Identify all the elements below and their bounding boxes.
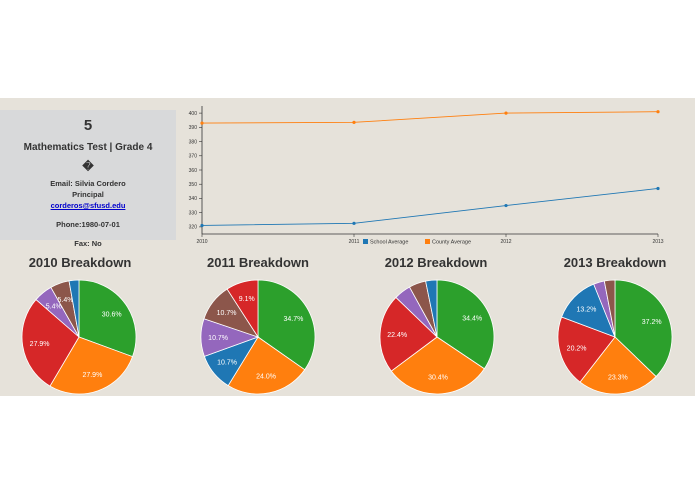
slice-label: 10.7% bbox=[217, 360, 237, 367]
slice-label: 5.4% bbox=[46, 304, 62, 311]
pie-slice bbox=[557, 316, 616, 383]
pie-slice bbox=[579, 336, 657, 395]
data-point bbox=[656, 110, 660, 114]
contact-phone: Phone:1980-07-01 bbox=[56, 220, 120, 229]
y-tick-label: 320 bbox=[189, 225, 198, 231]
unknown-glyph: � bbox=[82, 161, 94, 173]
data-point bbox=[200, 223, 204, 228]
slice-label: 5.4% bbox=[57, 297, 73, 304]
school-info-panel: 5 Mathematics Test | Grade 4 � Email: Si… bbox=[0, 110, 176, 248]
slice-label: 22.4% bbox=[387, 332, 407, 339]
pie-slice bbox=[78, 279, 137, 358]
pie-slice bbox=[257, 279, 316, 371]
pie-chart-2010: 30.6% 27.9% 27.9% 5.4%5.4% bbox=[21, 279, 137, 395]
slice-label: 27.9% bbox=[30, 341, 50, 348]
series-line bbox=[201, 111, 659, 124]
pie-title-2010: 2010 Breakdown bbox=[28, 255, 132, 270]
pie-title-2013: 2013 Breakdown bbox=[563, 255, 667, 270]
data-point bbox=[352, 221, 356, 225]
data-point bbox=[504, 203, 508, 208]
legend-label: County Average bbox=[432, 240, 471, 246]
y-tick-label: 350 bbox=[189, 182, 198, 188]
x-tick-label: 2012 bbox=[500, 239, 511, 245]
pie-slice bbox=[614, 279, 673, 378]
pie-slice bbox=[603, 279, 616, 338]
y-tick-label: 400 bbox=[189, 111, 198, 117]
average-score-line-chart: 320 330 340 350 360 370 380 390 400 2010 2011 2012 2… bbox=[189, 106, 664, 246]
pie-slice bbox=[436, 279, 495, 370]
slice-label: 23.3% bbox=[608, 374, 628, 381]
slice-label: 27.9% bbox=[82, 372, 102, 379]
y-tick-label: 370 bbox=[189, 154, 198, 160]
legend-swatch bbox=[363, 239, 368, 244]
test-title: Mathematics Test | Grade 4 bbox=[23, 142, 153, 153]
y-tick-label: 390 bbox=[189, 125, 198, 131]
slice-label: 30.4% bbox=[428, 374, 448, 381]
slice-label: 34.7% bbox=[283, 316, 303, 323]
contact-email-link[interactable]: corderos@sfusd.edu bbox=[50, 201, 126, 210]
pie-chart-2013: 37.2% 23.3% 20.2% 13.2% bbox=[557, 279, 673, 395]
data-point bbox=[656, 186, 660, 191]
slice-label: 30.6% bbox=[102, 312, 122, 319]
contact-fax: Fax: No bbox=[74, 239, 102, 248]
pie-slice bbox=[379, 296, 438, 372]
legend-swatch bbox=[425, 239, 430, 244]
slice-label: 9.1% bbox=[239, 296, 255, 303]
slice-label: 10.7% bbox=[217, 310, 237, 317]
pie-slice bbox=[390, 336, 485, 395]
pie-slice bbox=[425, 279, 438, 338]
y-tick-label: 340 bbox=[189, 196, 198, 202]
pie-chart-2012: 34.4% 30.4% 22.4% bbox=[379, 279, 495, 395]
data-point bbox=[200, 121, 204, 125]
pie-slice bbox=[21, 299, 80, 387]
x-tick-label: 2011 bbox=[349, 239, 360, 245]
contact-role: Principal bbox=[72, 190, 104, 199]
legend-label: School Average bbox=[370, 240, 408, 246]
pie-slice bbox=[227, 336, 306, 395]
pie-title-2012: 2012 Breakdown bbox=[384, 255, 488, 270]
pie-title-2011: 2011 Breakdown bbox=[207, 255, 309, 270]
slice-label: 37.2% bbox=[642, 319, 662, 326]
series-line bbox=[201, 188, 659, 226]
data-point bbox=[504, 111, 508, 115]
x-tick-label: 2010 bbox=[196, 239, 207, 245]
slice-label: 10.7% bbox=[208, 335, 228, 342]
x-tick-label: 2013 bbox=[652, 239, 663, 245]
slice-label: 20.2% bbox=[567, 345, 587, 352]
slice-label: 24.0% bbox=[256, 374, 276, 381]
pie-slice bbox=[68, 279, 80, 338]
school-number: 5 bbox=[83, 117, 93, 134]
pie-slice bbox=[226, 279, 259, 339]
data-point bbox=[352, 120, 356, 124]
slice-label: 34.4% bbox=[462, 316, 482, 323]
y-tick-label: 380 bbox=[189, 139, 198, 145]
y-tick-label: 360 bbox=[189, 168, 198, 174]
pie-chart-2011: 34.7%24.0%10.7%10.7%10.7%9.1% bbox=[200, 279, 316, 395]
y-tick-label: 330 bbox=[189, 210, 198, 216]
contact-email-label: Email: Silvia Cordero bbox=[50, 179, 126, 188]
slice-label: 13.2% bbox=[577, 307, 597, 314]
